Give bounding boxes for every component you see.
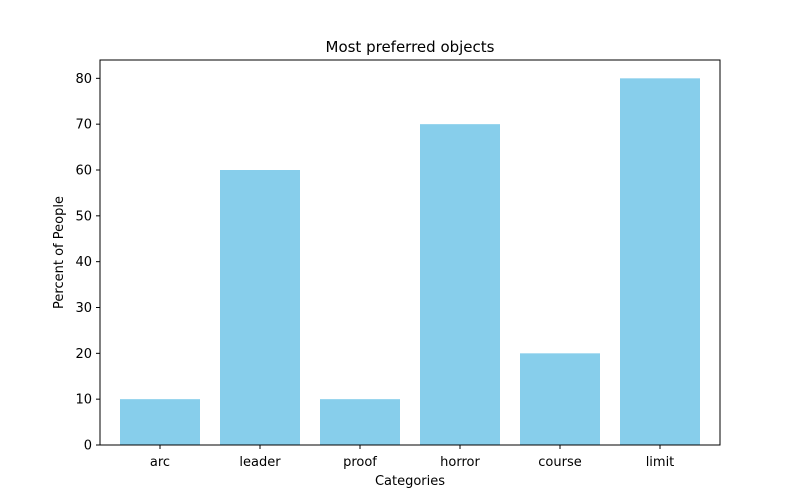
y-tick-label-40: 40 [75,255,92,270]
x-axis-ticks: arc leader proof horror course limit [150,445,674,470]
y-tick-label-30: 30 [75,301,92,316]
x-tick-label-proof: proof [343,455,377,470]
y-tick-label-0: 0 [84,439,92,454]
y-axis-ticks: 0 10 20 30 40 50 60 70 80 [75,72,100,454]
x-tick-label-course: course [538,455,581,470]
bar-arc [120,399,200,445]
bar-limit [620,78,700,445]
y-tick-label-20: 20 [75,347,92,362]
y-axis-label: Percent of People [52,196,67,309]
x-tick-label-leader: leader [239,455,281,470]
y-tick-label-80: 80 [75,72,92,87]
bar-horror [420,124,500,446]
bar-course [520,353,600,445]
x-tick-label-arc: arc [150,455,170,470]
x-axis-label: Categories [375,474,445,489]
y-tick-label-50: 50 [75,209,92,224]
plot-frame [99,59,721,446]
bar-leader [220,170,300,445]
y-tick-label-70: 70 [75,118,92,133]
y-tick-label-60: 60 [75,164,92,179]
bar-proof [320,399,400,445]
chart-title: Most preferred objects [326,38,495,56]
bars-layer [120,78,700,446]
x-tick-label-horror: horror [440,455,480,470]
y-tick-label-10: 10 [75,393,92,408]
x-tick-label-limit: limit [646,455,675,470]
